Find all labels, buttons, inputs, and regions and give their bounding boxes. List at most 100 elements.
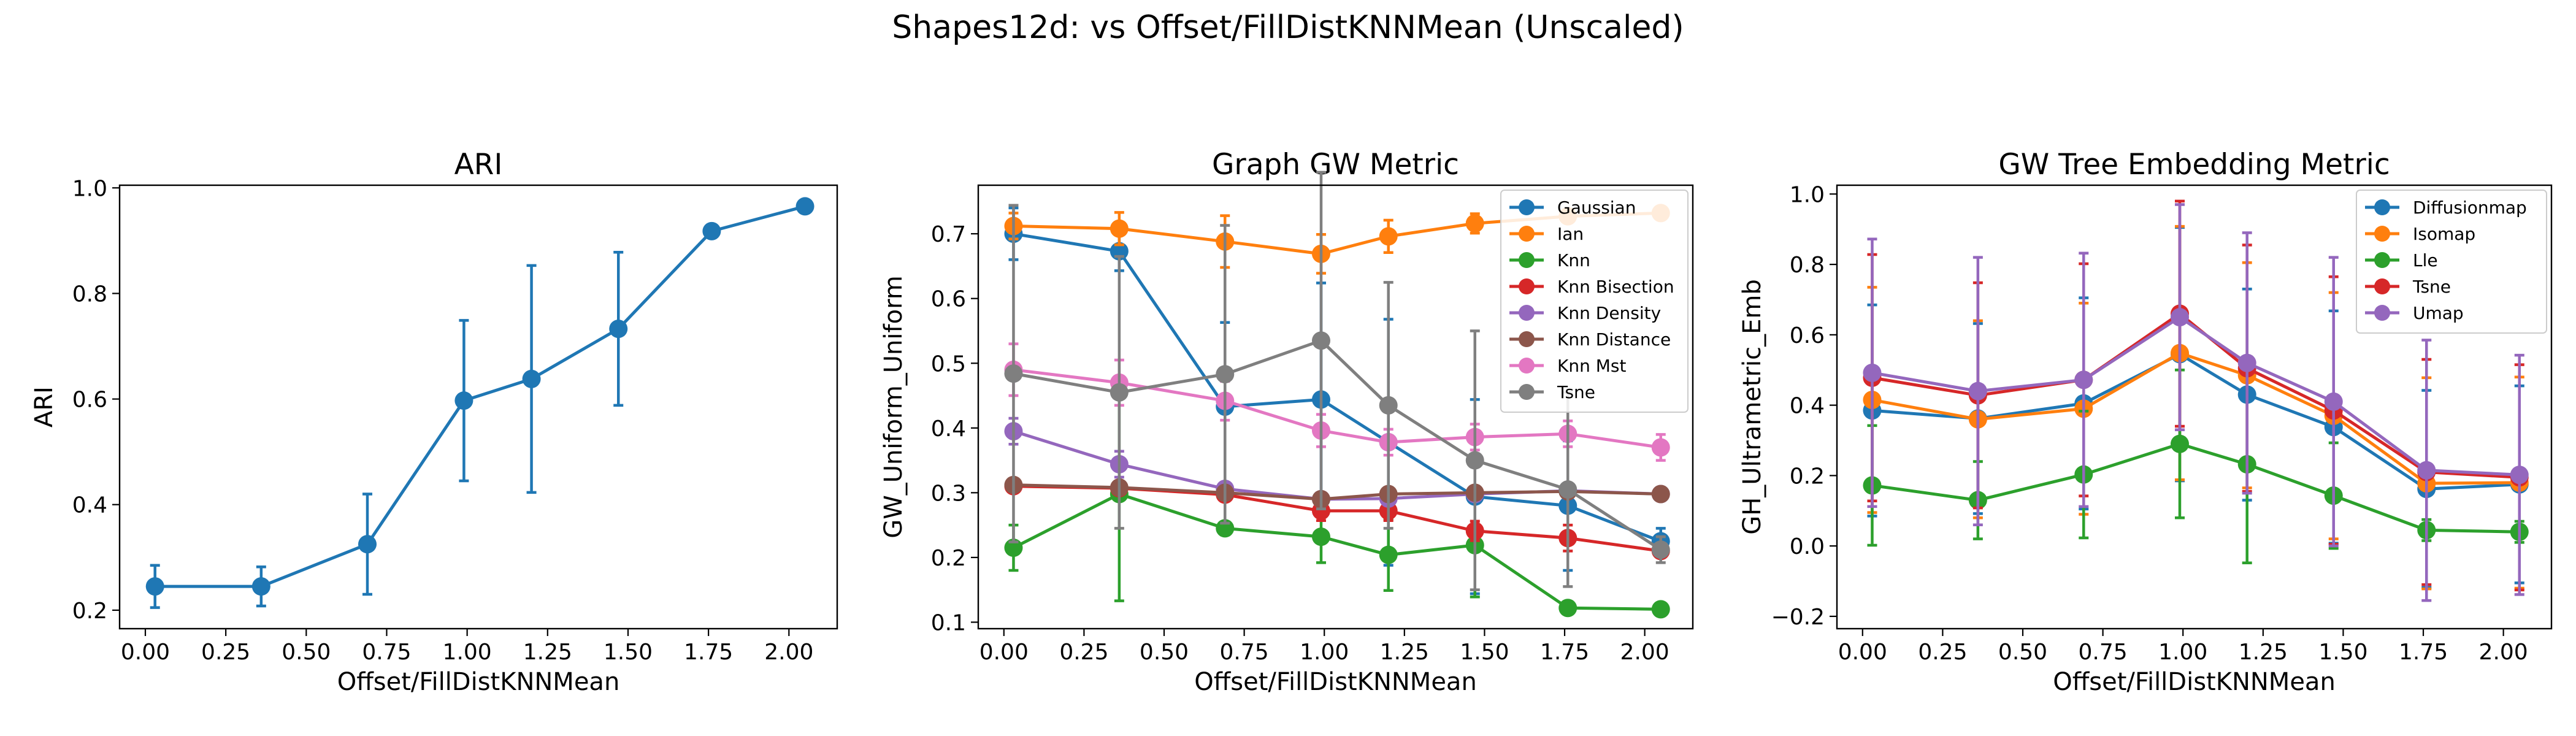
- data-point: [1311, 527, 1330, 546]
- y-tick-label: 0.4: [72, 493, 107, 518]
- data-point: [2170, 308, 2189, 327]
- x-tick-label: 0.75: [2079, 640, 2128, 665]
- x-tick-label: 0.00: [121, 640, 170, 665]
- legend-label: Umap: [2413, 303, 2464, 323]
- data-point: [1110, 219, 1129, 238]
- x-tick-label: 1.00: [2158, 640, 2207, 665]
- y-axis-label: ARI: [30, 386, 58, 427]
- legend-marker: [1519, 305, 1535, 321]
- legend-item: Knn Bisection: [1509, 277, 1674, 297]
- data-point: [795, 197, 815, 216]
- legend-item: Tsne: [1509, 382, 1595, 402]
- subplot-2: GW Tree Embedding Metric 0.00 0.25 0.50 0.75…: [1738, 148, 2553, 696]
- data-point: [1311, 331, 1330, 350]
- data-point: [2237, 353, 2256, 372]
- legend-label: Gaussian: [1557, 197, 1636, 218]
- y-tick-label: 1.0: [1790, 182, 1825, 207]
- x-tick-label: 0.75: [362, 640, 411, 665]
- x-axis-label: Offset/FillDistKNNMean: [337, 668, 620, 696]
- x-tick-label: 1.00: [443, 640, 492, 665]
- subplot-title: Graph GW Metric: [1212, 148, 1459, 182]
- y-axis-label: GH_Ultrametric_Emb: [1738, 279, 1766, 535]
- y-tick-label: −0.2: [1771, 605, 1825, 630]
- y-tick-label: 0.3: [931, 481, 966, 506]
- legend-marker: [2374, 199, 2390, 215]
- data-point: [454, 391, 473, 410]
- data-point: [2170, 434, 2189, 453]
- y-tick-label: 0.6: [72, 388, 107, 413]
- legend-label: Isomap: [2413, 224, 2475, 244]
- subplot-1: Graph GW Metric 0.00 0.25 0.50 0.75 1.00 1.25 1…: [880, 148, 1694, 696]
- legend-label: Knn: [1557, 250, 1590, 270]
- legend-label: Knn Mst: [1557, 356, 1627, 376]
- subplot-0: ARI 0.00 0.25 0.50 0.75 1.00 1.25 1.50 1.75 2.00 0…: [30, 148, 838, 696]
- series-line: [1872, 315, 2520, 477]
- legend-label: Tsne: [1557, 382, 1595, 402]
- x-tick-label: 0.25: [201, 640, 250, 665]
- x-tick-label: 2.00: [2479, 640, 2528, 665]
- legend-marker: [1519, 226, 1535, 242]
- y-tick-label: 0.8: [72, 282, 107, 307]
- x-axis-label: Offset/FillDistKNNMean: [1194, 668, 1477, 696]
- series-line: [1013, 339, 1662, 551]
- series-line: [155, 205, 806, 588]
- data-point: [2324, 392, 2343, 411]
- legend: Diffusionmap Isomap Lle Tsne Umap: [2356, 190, 2547, 334]
- y-tick-label: 0.6: [1790, 323, 1825, 348]
- x-tick-label: 1.00: [1300, 640, 1349, 665]
- y-tick-label: 0.4: [1790, 394, 1825, 419]
- legend-marker: [2374, 278, 2390, 294]
- legend-item: Knn: [1509, 250, 1590, 270]
- data-point: [2417, 461, 2436, 480]
- x-tick-label: 0.00: [979, 640, 1029, 665]
- data-point: [1216, 365, 1235, 384]
- data-point: [1465, 451, 1484, 470]
- y-tick-label: 1.0: [72, 176, 107, 201]
- data-point: [2510, 466, 2529, 485]
- axes-frame: [1836, 184, 2553, 630]
- data-point: [1004, 364, 1023, 383]
- data-point: [1465, 214, 1484, 233]
- x-tick-label: 0.50: [1140, 640, 1189, 665]
- series-line: [1013, 232, 1662, 543]
- legend-marker: [1519, 384, 1535, 400]
- series-line: [1013, 483, 1661, 501]
- legend-label: Lle: [2413, 250, 2438, 270]
- x-tick-label: 1.25: [1380, 640, 1429, 665]
- legend-marker: [2374, 305, 2390, 321]
- x-tick-label: 1.25: [2239, 640, 2288, 665]
- legend-marker: [1519, 252, 1535, 268]
- y-tick-label: 0.2: [931, 546, 966, 571]
- legend-marker: [1519, 331, 1535, 347]
- y-tick-label: 0.0: [1790, 534, 1825, 559]
- subplot-title: GW Tree Embedding Metric: [1998, 148, 2390, 182]
- subplot-title: ARI: [454, 148, 503, 182]
- legend-item: Diffusionmap: [2365, 197, 2527, 218]
- series-0: [145, 197, 815, 609]
- series-line: [1013, 492, 1661, 611]
- data-point: [1110, 383, 1129, 402]
- x-tick-label: 1.75: [2399, 640, 2448, 665]
- x-tick-label: 1.75: [684, 640, 733, 665]
- x-tick-label: 0.00: [1838, 640, 1887, 665]
- legend-label: Knn Distance: [1557, 329, 1671, 350]
- data-point: [1651, 438, 1670, 457]
- y-tick-label: 0.7: [931, 222, 966, 247]
- y-axis-label: GW_Uniform_Uniform: [880, 275, 908, 539]
- data-point: [1651, 540, 1670, 559]
- data-point: [1968, 381, 1987, 401]
- y-tick-label: 0.8: [1790, 253, 1825, 278]
- legend-marker: [1519, 358, 1535, 374]
- legend-item: Ian: [1509, 224, 1584, 244]
- legend-marker: [1519, 199, 1535, 215]
- y-tick-label: 0.1: [931, 610, 966, 635]
- legend: Gaussian Ian Knn Knn Bisection Knn Density Kn…: [1500, 190, 1689, 413]
- axes-frame: [118, 184, 838, 630]
- data-point: [1379, 396, 1398, 415]
- y-tick-label: 0.6: [931, 287, 966, 312]
- data-point: [1379, 545, 1398, 564]
- legend-item: Knn Mst: [1509, 356, 1627, 376]
- series-line: [1013, 368, 1662, 449]
- x-tick-label: 1.75: [1540, 640, 1589, 665]
